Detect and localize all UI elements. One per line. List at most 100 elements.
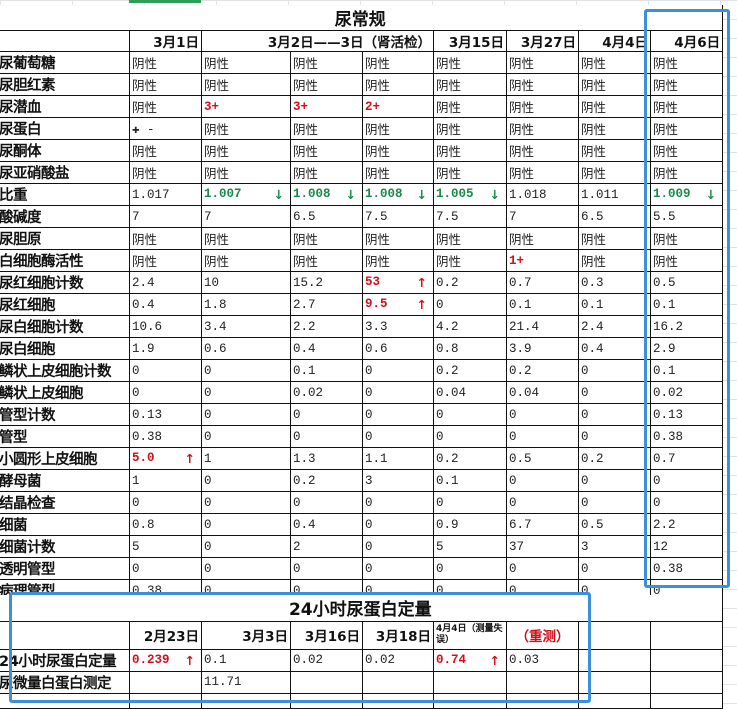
row-label[interactable]: 24小时尿蛋白定量: [0, 648, 130, 672]
cell[interactable]: 6.5: [578, 205, 651, 228]
column-header[interactable]: （重测）: [506, 620, 579, 650]
cell[interactable]: 阴性: [129, 227, 202, 250]
cell[interactable]: 0.38: [649, 557, 724, 580]
cell[interactable]: 0: [433, 425, 507, 448]
cell[interactable]: 0: [201, 381, 291, 404]
cell[interactable]: 0.4: [578, 337, 651, 360]
cell[interactable]: 2.9: [649, 337, 724, 360]
cell[interactable]: 5: [129, 535, 202, 558]
row-label[interactable]: 小圆形上皮细胞: [0, 447, 130, 470]
cell[interactable]: ↑ 9.5: [362, 293, 434, 316]
empty-cell[interactable]: [649, 620, 724, 650]
cell[interactable]: ↓ 1.009: [649, 183, 724, 206]
cell[interactable]: 阴性: [362, 139, 434, 162]
cell[interactable]: 0: [433, 293, 507, 316]
row-label[interactable]: 管型计数: [0, 403, 130, 426]
column-header[interactable]: 2月23日: [129, 620, 202, 650]
cell[interactable]: 阴性: [506, 73, 579, 96]
cell[interactable]: ↓ 1.008: [362, 183, 434, 206]
cell[interactable]: 0: [506, 491, 579, 514]
cell[interactable]: 7.5: [362, 205, 434, 228]
cell[interactable]: 0: [201, 535, 291, 558]
cell[interactable]: 3+: [290, 95, 363, 118]
cell[interactable]: 0: [433, 403, 507, 426]
cell[interactable]: 3.4: [201, 315, 291, 338]
row-label[interactable]: 比重: [0, 183, 130, 206]
cell[interactable]: 5: [433, 535, 507, 558]
empty-cell[interactable]: [649, 670, 724, 694]
cell[interactable]: 6.7: [506, 513, 579, 536]
cell[interactable]: 0.5: [506, 447, 579, 470]
cell[interactable]: 阴性: [433, 139, 507, 162]
cell[interactable]: 0: [290, 403, 363, 426]
cell[interactable]: 阴性: [433, 249, 507, 272]
cell[interactable]: 阴性: [290, 51, 363, 74]
cell[interactable]: 2.2: [649, 513, 724, 536]
cell[interactable]: 2.4: [129, 271, 202, 294]
cell[interactable]: 0.1: [290, 359, 363, 382]
cell[interactable]: 0.7: [506, 271, 579, 294]
cell[interactable]: 1: [201, 447, 291, 470]
cell[interactable]: 阴性: [201, 249, 291, 272]
column-header[interactable]: 3月15日: [433, 30, 507, 52]
cell[interactable]: 阴性: [578, 227, 651, 250]
cell[interactable]: ↓ 1.007: [201, 183, 291, 206]
cell[interactable]: 2.7: [290, 293, 363, 316]
cell[interactable]: 1: [129, 469, 202, 492]
cell[interactable]: 2: [290, 535, 363, 558]
row-label[interactable]: 管型: [0, 425, 130, 448]
cell[interactable]: 0: [362, 535, 434, 558]
cell[interactable]: 0: [362, 403, 434, 426]
row-label[interactable]: 尿亚硝酸盐: [0, 161, 130, 184]
cell[interactable]: 3.9: [506, 337, 579, 360]
cell[interactable]: 0.13: [129, 403, 202, 426]
cell[interactable]: 3.3: [362, 315, 434, 338]
cell[interactable]: 阴性: [129, 139, 202, 162]
cell[interactable]: 0: [129, 381, 202, 404]
cell[interactable]: 12: [649, 535, 724, 558]
cell[interactable]: 阴性: [433, 51, 507, 74]
cell[interactable]: 0: [362, 513, 434, 536]
cell[interactable]: 10.6: [129, 315, 202, 338]
cell[interactable]: 阴性: [649, 117, 724, 140]
cell[interactable]: 阴性: [506, 139, 579, 162]
cell[interactable]: 0.1: [433, 469, 507, 492]
row-label[interactable]: 尿葡萄糖: [0, 51, 130, 74]
cell[interactable]: 阴性: [290, 73, 363, 96]
cell[interactable]: 阴性: [433, 161, 507, 184]
cell[interactable]: 0.1: [649, 293, 724, 316]
cell[interactable]: ✚ -: [129, 117, 202, 140]
cell[interactable]: 0: [201, 491, 291, 514]
row-label[interactable]: 尿潜血: [0, 95, 130, 118]
cell[interactable]: 1.9: [129, 337, 202, 360]
cell[interactable]: 0: [290, 425, 363, 448]
cell[interactable]: ↑ 0.239: [129, 648, 202, 672]
cell[interactable]: 7: [129, 205, 202, 228]
row-label[interactable]: 结晶检查: [0, 491, 130, 514]
row-label[interactable]: 酵母菌: [0, 469, 130, 492]
cell[interactable]: 0.4: [290, 337, 363, 360]
cell[interactable]: [433, 670, 507, 694]
cell[interactable]: 0: [362, 557, 434, 580]
column-header[interactable]: 3月18日: [362, 620, 434, 650]
cell[interactable]: 1+: [506, 249, 579, 272]
cell[interactable]: 阴性: [201, 227, 291, 250]
row-label[interactable]: 白细胞酶活性: [0, 249, 130, 272]
cell[interactable]: 1.1: [362, 447, 434, 470]
cell[interactable]: 阴性: [129, 249, 202, 272]
cell[interactable]: 阴性: [201, 139, 291, 162]
empty-cell[interactable]: [578, 648, 651, 672]
cell[interactable]: 阴性: [290, 117, 363, 140]
cell[interactable]: 0: [578, 557, 651, 580]
header-blank[interactable]: [0, 620, 130, 650]
cell[interactable]: 0.4: [290, 513, 363, 536]
cell[interactable]: 阴性: [362, 73, 434, 96]
cell[interactable]: 0.6: [201, 337, 291, 360]
cell[interactable]: 0.1: [201, 648, 291, 672]
cell[interactable]: ↑ 5.0: [129, 447, 202, 470]
cell[interactable]: [362, 670, 434, 694]
cell[interactable]: 阴性: [578, 249, 651, 272]
cell[interactable]: 0: [201, 557, 291, 580]
cell[interactable]: 0.2: [433, 447, 507, 470]
cell[interactable]: 阴性: [129, 73, 202, 96]
